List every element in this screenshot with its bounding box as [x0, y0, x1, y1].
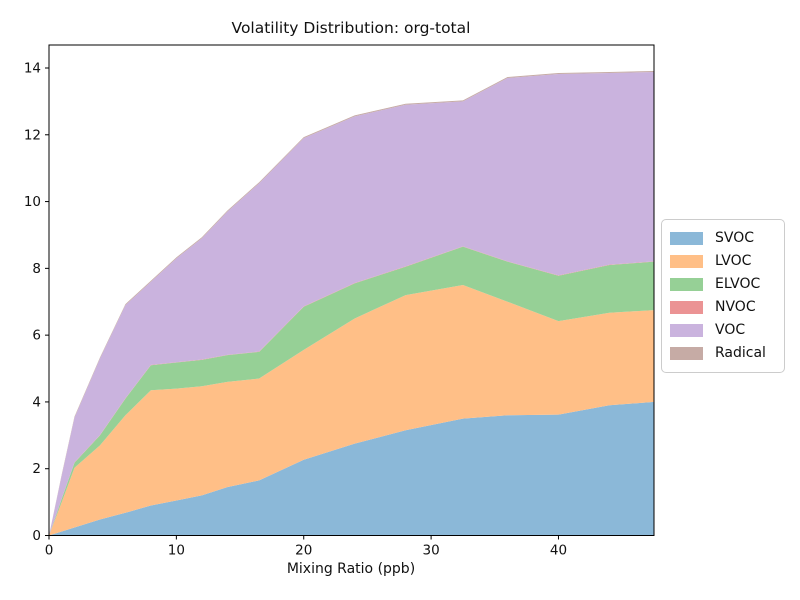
- legend-swatch-icon: [670, 278, 703, 291]
- legend-label: ELVOC: [715, 276, 761, 292]
- legend-item-elvoc: ELVOC: [670, 273, 776, 296]
- y-tick-label: 4: [32, 394, 41, 410]
- legend-swatch-icon: [670, 255, 703, 268]
- legend-item-nvoc: NVOC: [670, 296, 776, 319]
- x-tick-label: 10: [168, 543, 185, 559]
- legend: SVOC LVOC ELVOC NVOC VOC Radical: [661, 219, 785, 373]
- y-tick-label: 6: [32, 328, 41, 344]
- legend-swatch-icon: [670, 301, 703, 314]
- y-tick-label: 10: [24, 194, 41, 210]
- legend-swatch-icon: [670, 324, 703, 337]
- x-tick-label: 40: [550, 543, 567, 559]
- x-tick-label: 0: [45, 543, 54, 559]
- legend-label: VOC: [715, 322, 746, 338]
- legend-label: SVOC: [715, 230, 755, 246]
- area-svoc: [49, 401, 654, 536]
- legend-label: NVOC: [715, 299, 756, 315]
- y-tick-label: 8: [32, 261, 41, 277]
- legend-swatch-icon: [670, 232, 703, 245]
- legend-item-voc: VOC: [670, 319, 776, 342]
- y-tick-label: 12: [24, 127, 41, 143]
- chart-title: Volatility Distribution: org-total: [232, 19, 471, 37]
- x-tick-label: 30: [423, 543, 440, 559]
- axis-ticks: 0 10 20 30 40 0 2 4 6 8 10 12 14: [24, 61, 567, 559]
- x-axis-label: Mixing Ratio (ppb): [287, 561, 415, 577]
- legend-label: Radical: [715, 345, 766, 361]
- area-lvoc: [49, 285, 654, 536]
- y-tick-label: 0: [32, 528, 41, 544]
- legend-item-radical: Radical: [670, 342, 776, 365]
- plot-border: [48, 44, 655, 536]
- legend-item-svoc: SVOC: [670, 227, 776, 250]
- area-voc: [49, 72, 654, 536]
- y-tick-label: 2: [32, 461, 41, 477]
- x-tick-label: 20: [295, 543, 312, 559]
- legend-swatch-icon: [670, 347, 703, 360]
- area-elvoc: [49, 246, 654, 536]
- legend-item-lvoc: LVOC: [670, 250, 776, 273]
- legend-label: LVOC: [715, 253, 752, 269]
- y-tick-label: 14: [24, 61, 41, 77]
- stacked-areas: [49, 71, 654, 536]
